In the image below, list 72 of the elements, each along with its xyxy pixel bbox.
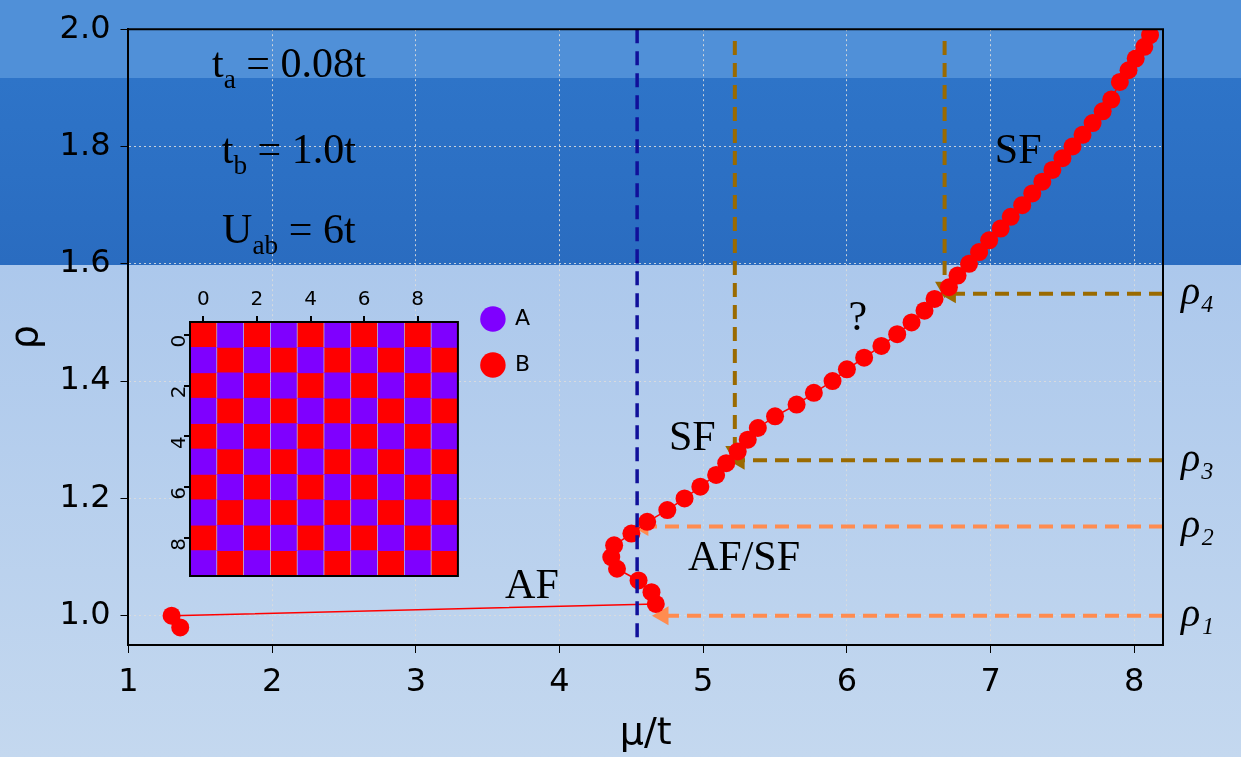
x-tick-label: 8: [1124, 660, 1145, 699]
x-tick-label: 8: [411, 286, 425, 311]
point: [915, 301, 934, 320]
point: [872, 336, 891, 355]
y-tick-label: 8: [166, 537, 191, 551]
x-tick-label: 7: [980, 660, 1001, 699]
x-tick-label: 2: [261, 660, 283, 699]
point: [980, 231, 999, 250]
point: [902, 313, 921, 332]
point: [888, 325, 907, 344]
x-tick-label: 4: [304, 286, 317, 311]
y-tick-label: 1.4: [59, 359, 111, 398]
y-tick-label: 2: [166, 385, 191, 399]
annotation: SF: [994, 126, 1042, 173]
annotation: AF: [505, 560, 559, 607]
series-label: ρ₄: [1179, 268, 1215, 314]
point: [1102, 90, 1121, 109]
point: [1023, 184, 1042, 203]
legend-label: A: [514, 304, 530, 330]
y-tick-label: 2.0: [59, 7, 111, 46]
legend-label: B: [514, 350, 530, 376]
x-tick-label: 4: [549, 660, 570, 699]
y-tick-label: 1.0: [59, 593, 111, 632]
x-tick-label: 6: [836, 660, 858, 699]
point: [991, 219, 1010, 238]
point: [675, 489, 694, 508]
point: [1033, 172, 1052, 191]
point: [823, 372, 842, 391]
point: [162, 606, 181, 625]
series-label: ρ₁: [1179, 590, 1215, 636]
point: [925, 289, 944, 308]
point: [658, 501, 677, 520]
point: [948, 266, 967, 285]
point: [738, 430, 757, 449]
y-tick-label: 1.2: [59, 476, 111, 515]
point: [605, 536, 624, 555]
x-tick-label: 1: [118, 660, 139, 699]
point: [707, 465, 726, 484]
point: [1083, 114, 1102, 133]
point: [642, 583, 661, 602]
point: [1141, 29, 1160, 45]
point: [748, 419, 767, 437]
x-tick-label: 6: [357, 286, 371, 311]
y-tick-label: 0: [166, 334, 191, 348]
point: [855, 348, 874, 367]
x-tick-label: 3: [405, 660, 427, 699]
x-axis-title: μ/t: [619, 709, 672, 754]
y-tick-label: 4: [166, 436, 191, 450]
point: [960, 254, 979, 273]
annotation: AF/SF: [687, 532, 801, 579]
y-axis-title: ρ: [1, 325, 46, 350]
point: [691, 477, 710, 496]
y-tick-label: 1.8: [59, 124, 111, 163]
point: [766, 407, 785, 426]
x-tick-label: 5: [693, 660, 714, 699]
annotation: SF: [668, 412, 716, 459]
point: [1001, 207, 1020, 226]
y-tick-label: 6: [166, 487, 191, 500]
x-tick-label: 0: [197, 286, 210, 311]
point: [837, 360, 856, 379]
point: [787, 395, 806, 414]
point: [1073, 125, 1092, 144]
series-label: ρ₃: [1179, 434, 1215, 480]
annotation: ?: [848, 292, 868, 339]
point: [1053, 149, 1072, 168]
series-label: ρ₂: [1179, 501, 1215, 547]
point: [804, 383, 823, 402]
x-tick-label: 2: [250, 286, 264, 311]
point: [1063, 137, 1082, 156]
point: [1013, 196, 1032, 215]
point: [1043, 160, 1062, 179]
point: [970, 243, 989, 262]
